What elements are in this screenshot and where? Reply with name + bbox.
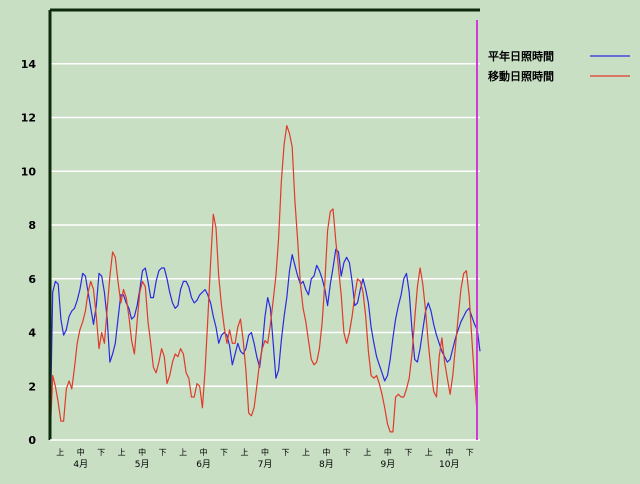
y-tick-label: 12 bbox=[21, 112, 36, 125]
x-month-label: 7月 bbox=[258, 459, 273, 470]
x-month-label: 8月 bbox=[319, 459, 334, 470]
x-period-label: 上 bbox=[425, 448, 433, 457]
x-month-label: 5月 bbox=[135, 459, 150, 470]
x-period-label: 下 bbox=[343, 448, 351, 457]
y-tick-label: 14 bbox=[21, 58, 37, 71]
x-period-label: 上 bbox=[363, 448, 371, 457]
x-month-label: 6月 bbox=[196, 459, 211, 470]
x-period-label: 下 bbox=[97, 448, 105, 457]
x-period-label: 上 bbox=[241, 448, 249, 457]
x-period-label: 中 bbox=[445, 447, 453, 457]
x-period-label: 中 bbox=[200, 447, 208, 457]
x-period-label: 下 bbox=[466, 448, 474, 457]
y-tick-label: 4 bbox=[28, 327, 36, 340]
x-period-label: 中 bbox=[77, 447, 85, 457]
series-lines bbox=[49, 124, 481, 441]
x-period-label: 上 bbox=[302, 448, 310, 457]
x-period-label: 中 bbox=[322, 447, 330, 457]
y-axis-ticks: 0 2 4 6 8 10 12 14 bbox=[21, 58, 37, 447]
x-period-label: 下 bbox=[281, 448, 289, 457]
x-month-label: 10月 bbox=[439, 459, 459, 470]
x-period-label: 中 bbox=[384, 447, 392, 457]
x-period-label: 中 bbox=[138, 447, 146, 457]
x-period-label: 上 bbox=[179, 448, 187, 457]
y-tick-label: 10 bbox=[21, 165, 37, 178]
x-period-label: 中 bbox=[261, 447, 269, 457]
series-line-2 bbox=[49, 124, 478, 441]
y-tick-label: 6 bbox=[28, 273, 36, 286]
gridlines bbox=[50, 63, 480, 387]
x-axis-ticks: 上中4月下上中5月下上中6月下上中7月下上中8月下上中9月下上中10月下 bbox=[56, 447, 474, 470]
x-period-label: 上 bbox=[118, 448, 126, 457]
y-tick-label: 8 bbox=[28, 219, 36, 232]
legend-label-1: 平年日照時間 bbox=[488, 49, 554, 63]
x-period-label: 上 bbox=[56, 448, 64, 457]
axes bbox=[48, 8, 480, 441]
x-period-label: 下 bbox=[159, 448, 167, 457]
x-month-label: 4月 bbox=[73, 459, 88, 470]
y-tick-label: 2 bbox=[28, 380, 36, 393]
y-tick-label: 0 bbox=[28, 434, 36, 447]
legend-label-2: 移動日照時間 bbox=[488, 69, 554, 83]
x-period-label: 下 bbox=[220, 448, 228, 457]
x-month-label: 9月 bbox=[380, 459, 395, 470]
series-line-1 bbox=[49, 248, 481, 441]
x-period-label: 下 bbox=[404, 448, 412, 457]
